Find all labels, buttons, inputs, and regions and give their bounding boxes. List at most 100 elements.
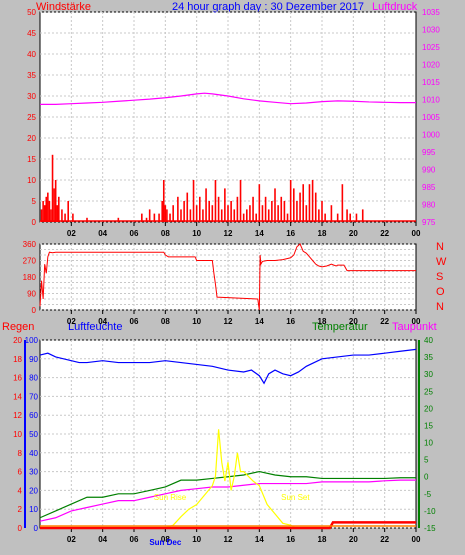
x-tick-label: 04 [98,229,107,238]
pressure-tick-label: 1000 [422,131,440,140]
regen-label: Regen [2,321,34,333]
temperature-tick-label: 20 [424,404,433,413]
x-tick-label: 22 [380,229,389,238]
x-tick-label: 02 [67,535,76,544]
pressure-tick-label: 1015 [422,78,440,87]
pressure-tick-label: 990 [422,166,436,175]
compass-label: N [436,301,444,313]
x-tick-label: 12 [224,317,233,326]
temperature-tick-label: 35 [424,353,433,362]
wind-tick-label: 40 [27,50,36,59]
humidity-axis-bar [24,340,26,528]
top-left-axis-label: Windstärke [36,1,91,13]
x-tick-label: 20 [349,317,358,326]
direction-tick-label: 180 [23,273,37,282]
x-tick-label: 16 [286,229,295,238]
rain-tick-label: 2 [18,505,23,514]
direction-tick-label: 360 [23,240,37,249]
x-tick-label: 18 [318,229,327,238]
x-tick-label: 22 [380,535,389,544]
x-tick-label: 00 [412,317,421,326]
pressure-tick-label: 980 [422,201,436,210]
pressure-tick-label: 1005 [422,113,440,122]
direction-tick-label: 0 [32,306,37,315]
rain-tick-label: 8 [18,449,23,458]
x-tick-label: 00 [412,229,421,238]
pressure-tick-label: 995 [422,148,436,157]
humidity-tick-label: 100 [25,336,39,345]
temperature-tick-label: 40 [424,336,433,345]
luftfeuchte-label: Luftfeuchte [68,321,122,333]
temperature-tick-label: 25 [424,387,433,396]
compass-label: N [436,241,444,253]
wind-tick-label: 25 [27,113,36,122]
x-tick-label: 14 [255,535,264,544]
pressure-tick-label: 975 [422,218,436,227]
rain-tick-label: 18 [13,355,22,364]
humidity-tick-label: 20 [29,486,38,495]
rain-tick-label: 6 [18,468,23,477]
rain-tick-label: 4 [18,486,23,495]
series-temperatur-line [39,470,416,519]
temperatur-label: Temperatur [312,321,368,333]
x-tick-label: 22 [380,317,389,326]
x-tick-label: 16 [286,535,295,544]
x-tick-label: 04 [98,535,107,544]
wind-tick-label: 10 [27,176,36,185]
temperature-tick-label: 10 [424,439,433,448]
x-tick-label: 02 [67,317,76,326]
x-tick-label: 10 [192,317,201,326]
rain-tick-label: 12 [13,411,22,420]
temperature-tick-label: 15 [424,421,433,430]
pressure-tick-label: 1025 [422,43,440,52]
wind-tick-label: 45 [27,29,36,38]
pressure-tick-label: 985 [422,183,436,192]
x-tick-label: 18 [318,317,327,326]
compass-label: O [436,286,445,298]
x-tick-label: 14 [255,229,264,238]
x-tick-label: 06 [130,317,139,326]
pressure-tick-label: 1010 [422,96,440,105]
sun-annotation-label: Sun Rise [154,493,187,502]
x-tick-label: 20 [349,535,358,544]
x-tick-label: 06 [130,535,139,544]
rain-tick-label: 0 [18,524,23,533]
series-sonne-line [165,429,296,529]
x-tick-label: 08 [161,317,170,326]
series-taupunkt-line [39,479,416,522]
direction-tick-label: 270 [23,257,37,266]
compass-label: S [436,271,443,283]
wind-tick-label: 20 [27,134,36,143]
pressure-line [40,92,416,106]
x-tick-label: 20 [349,229,358,238]
temperature-axis-bar [418,340,420,528]
humidity-tick-label: 30 [29,468,38,477]
series-luftfeuchte-line [39,348,417,385]
humidity-tick-label: 40 [29,449,38,458]
temperature-tick-label: 0 [424,473,429,482]
top-chart-title: 24 hour graph day : 30 Dezember 2017 [172,1,364,13]
x-tick-label: 10 [192,229,201,238]
wind-tick-label: 35 [27,71,36,80]
wind-tick-label: 0 [32,218,37,227]
temperature-tick-label: 30 [424,370,433,379]
pressure-tick-label: 1035 [422,8,440,17]
series-regen-line [40,521,416,530]
humidity-tick-label: 10 [29,505,38,514]
x-tick-label: 12 [224,535,233,544]
humidity-tick-label: 80 [29,374,38,383]
wind-tick-label: 50 [27,8,36,17]
x-tick-label: 14 [255,317,264,326]
x-tick-label: 08 [161,229,170,238]
humidity-tick-label: 50 [29,430,38,439]
sun-dec-label: Sun Dec [149,538,182,547]
humidity-tick-label: 0 [34,524,39,533]
compass-label: W [436,256,447,268]
temperature-tick-label: 5 [424,456,429,465]
rain-tick-label: 14 [13,392,22,401]
temperature-tick-label: -5 [424,490,432,499]
taupunkt-label: Taupunkt [392,321,437,333]
x-tick-label: 12 [224,229,233,238]
x-tick-label: 04 [98,317,107,326]
